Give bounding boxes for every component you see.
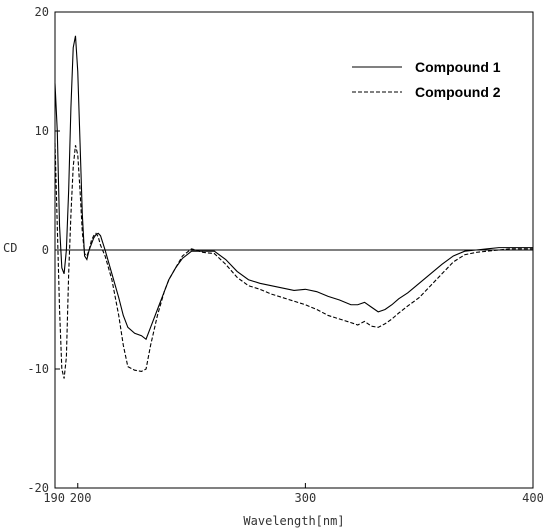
legend-label-compound-1: Compound 1 [415,59,501,75]
x-axis-label: Wavelength[nm] [243,514,344,528]
x-tick-label: 400 [522,491,544,505]
x-axis-ticks: 190 200 300 400 [43,483,544,505]
y-tick-label: 0 [42,243,49,257]
x-tick-label: 200 [70,491,92,505]
y-tick-label: -20 [27,481,49,495]
legend-label-compound-2: Compound 2 [415,84,501,100]
series-line-compound-2 [54,142,533,379]
x-tick-label: 190 [43,491,65,505]
y-axis-label: CD [3,241,17,255]
y-axis-ticks: 20 10 0 -10 -20 [27,5,60,495]
y-tick-label: 20 [35,5,49,19]
y-tick-label: 10 [35,124,49,138]
series-line-compound-1 [54,35,533,341]
y-tick-label: -10 [27,362,49,376]
x-tick-label: 300 [295,491,317,505]
legend: Compound 1 Compound 2 [352,59,501,100]
